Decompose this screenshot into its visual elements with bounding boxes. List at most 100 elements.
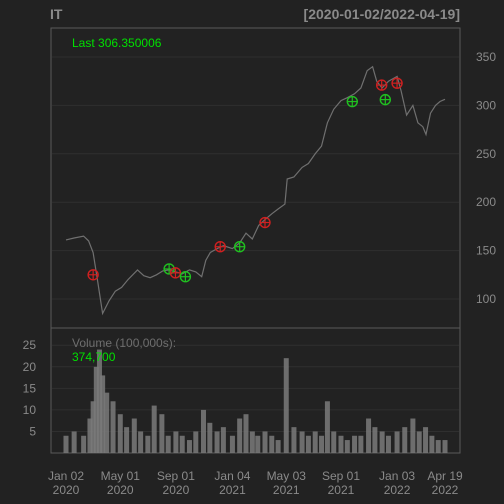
volume-bar — [344, 440, 350, 453]
volume-bar — [275, 440, 281, 453]
volume-tick-label: 10 — [23, 403, 37, 417]
volume-bar — [249, 431, 255, 453]
volume-bar — [71, 431, 77, 453]
volume-bar — [305, 435, 311, 453]
signal-marker — [179, 271, 192, 283]
volume-label: Volume (100,000s): — [72, 336, 176, 350]
volume-bar — [291, 427, 297, 453]
signal-marker — [379, 93, 392, 106]
signal-markers — [87, 77, 403, 283]
volume-bar — [319, 435, 325, 453]
volume-bar — [283, 358, 289, 453]
volume-bar — [117, 414, 123, 453]
volume-bar — [81, 435, 87, 453]
signal-marker — [391, 77, 403, 89]
volume-bar — [151, 405, 157, 453]
volume-grid — [52, 344, 459, 432]
date-tick-year: 2021 — [273, 483, 300, 497]
volume-bar — [423, 427, 429, 453]
volume-bar — [269, 435, 275, 453]
volume-bar — [262, 431, 268, 453]
price-tick-label: 300 — [476, 98, 496, 112]
volume-bar — [442, 440, 448, 453]
volume-bar — [138, 431, 144, 453]
volume-bar — [402, 427, 408, 453]
volume-tick-label: 15 — [23, 381, 37, 395]
volume-bar — [352, 435, 358, 453]
volume-bar — [394, 431, 400, 453]
volume-bar — [429, 435, 435, 453]
price-tick-label: 100 — [476, 292, 496, 306]
price-grid — [52, 56, 459, 300]
volume-bar — [229, 435, 235, 453]
volume-bar — [385, 435, 391, 453]
volume-bar — [173, 431, 179, 453]
signal-marker — [259, 216, 271, 229]
volume-bar — [96, 349, 102, 453]
volume-bar — [87, 418, 93, 453]
signal-marker — [233, 241, 246, 253]
volume-value: 374,700 — [72, 350, 116, 364]
date-tick-label: Jan 04 — [214, 469, 250, 483]
volume-axis: 5 10 15 20 25 — [23, 338, 37, 438]
date-tick-label: Jan 03 — [379, 469, 415, 483]
date-tick-year: 2022 — [432, 483, 459, 497]
volume-bar — [145, 435, 151, 453]
volume-bar — [243, 414, 249, 453]
volume-bar — [299, 431, 305, 453]
volume-bar — [200, 409, 206, 453]
signal-marker — [375, 79, 388, 91]
volume-bar — [372, 427, 378, 453]
volume-bar — [186, 440, 192, 453]
date-tick-label: Jan 02 — [48, 469, 84, 483]
volume-bar — [100, 375, 106, 453]
date-tick-year: 2020 — [53, 483, 80, 497]
volume-bar — [358, 435, 364, 453]
chart-title-range: [2020-01-02/2022-04-19] — [304, 6, 460, 22]
volume-bar — [214, 431, 220, 453]
volume-bars — [63, 349, 448, 453]
volume-bar — [93, 366, 99, 453]
date-tick-label: Sep 01 — [157, 469, 195, 483]
volume-bar — [104, 392, 110, 453]
volume-bar — [338, 435, 344, 453]
date-tick-year: 2020 — [107, 483, 134, 497]
volume-bar — [410, 418, 416, 453]
volume-bar — [220, 427, 226, 453]
volume-tick-label: 5 — [29, 424, 36, 438]
volume-bar — [193, 431, 199, 453]
date-tick-label: May 01 — [101, 469, 141, 483]
date-tick-label: Apr 19 — [427, 469, 463, 483]
last-price-label: Last 306.350006 — [72, 36, 162, 50]
date-tick-year: 2021 — [328, 483, 355, 497]
signal-marker — [169, 267, 182, 279]
signal-marker — [87, 269, 99, 281]
volume-bar — [331, 431, 337, 453]
date-tick-year: 2020 — [163, 483, 190, 497]
volume-bar — [110, 401, 116, 453]
price-tick-label: 150 — [476, 244, 496, 258]
volume-tick-label: 25 — [23, 338, 37, 352]
signal-marker — [214, 241, 226, 253]
date-tick-year: 2021 — [219, 483, 246, 497]
volume-bar — [179, 435, 185, 453]
volume-bar — [207, 422, 213, 453]
price-panel — [50, 27, 461, 329]
volume-bar — [324, 401, 330, 453]
volume-bar — [312, 431, 318, 453]
signal-marker — [346, 95, 358, 108]
price-axis: 100 150 200 250 300 350 — [476, 50, 496, 306]
volume-bar — [255, 435, 261, 453]
volume-bar — [165, 435, 171, 453]
volume-bar — [379, 431, 385, 453]
date-tick-label: Sep 01 — [322, 469, 360, 483]
volume-bar — [63, 435, 69, 453]
price-tick-label: 200 — [476, 195, 496, 209]
chart-title-symbol: IT — [50, 6, 63, 22]
date-tick-label: May 03 — [267, 469, 307, 483]
volume-bar — [366, 418, 372, 453]
volume-bar — [159, 414, 165, 453]
price-tick-label: 350 — [476, 50, 496, 64]
